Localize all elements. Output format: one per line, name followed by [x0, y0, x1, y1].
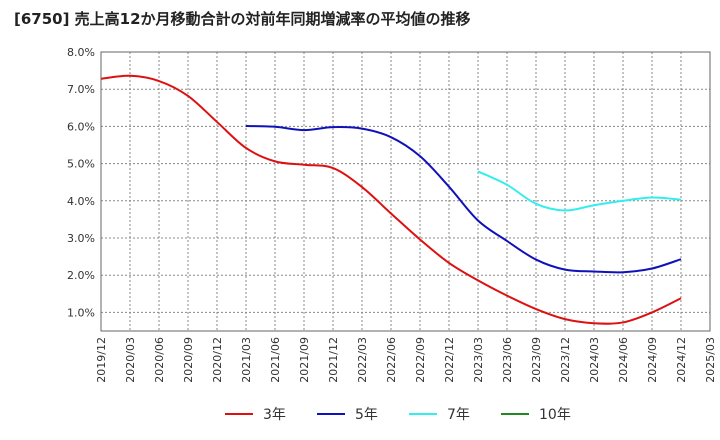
- x-tick-label: 2020/06: [153, 337, 166, 383]
- x-tick-label: 2019/12: [95, 337, 108, 383]
- legend-label-4: 10年: [539, 407, 571, 423]
- y-tick-label: 4.0%: [67, 195, 95, 208]
- x-tick-label: 2020/03: [124, 337, 137, 383]
- chart-title: [6750] 売上高12か月移動合計の対前年同期増減率の平均値の推移: [14, 10, 471, 28]
- x-tick-label: 2024/09: [646, 337, 659, 383]
- legend-label-3: 7年: [447, 407, 470, 423]
- x-tick-label: 2025/03: [704, 337, 717, 383]
- x-tick-label: 2022/09: [414, 337, 427, 383]
- x-tick-label: 2024/12: [675, 337, 688, 383]
- x-tick-label: 2021/06: [269, 337, 282, 383]
- grid-layer: [100, 51, 711, 331]
- series-line-1: [100, 74, 682, 325]
- x-tick-label: 2023/06: [501, 337, 514, 383]
- y-tick-label: 3.0%: [67, 232, 95, 245]
- x-tick-label: 2023/03: [472, 337, 485, 383]
- x-tick-label: 2022/12: [443, 337, 456, 383]
- x-tick-label: 2024/03: [588, 337, 601, 383]
- axis-layer: 1.0% 2.0% 3.0% 4.0% 5.0% 6.0% 7.0% 8.0% 2019/12 2…: [67, 46, 717, 383]
- x-tick-label: 2023/12: [559, 337, 572, 383]
- y-tick-label: 6.0%: [67, 120, 95, 133]
- series-line-3: [477, 170, 682, 212]
- x-tick-label: 2022/06: [385, 337, 398, 383]
- x-tick-label: 2024/06: [617, 337, 630, 383]
- x-tick-label: 2021/12: [327, 337, 340, 383]
- x-tick-label: 2021/09: [298, 337, 311, 383]
- x-tick-label: 2023/09: [530, 337, 543, 383]
- y-tick-label: 7.0%: [67, 83, 95, 96]
- x-tick-label: 2021/03: [240, 337, 253, 383]
- series-line-2: [245, 125, 682, 274]
- y-tick-label: 8.0%: [67, 46, 95, 59]
- plot-frame: [100, 51, 711, 332]
- series-layer: [100, 74, 682, 325]
- legend: 3年 5年 7年 10年: [225, 407, 571, 423]
- legend-label-2: 5年: [355, 407, 378, 423]
- y-tick-label: 5.0%: [67, 158, 95, 171]
- x-tick-label: 2020/09: [182, 337, 195, 383]
- x-tick-label: 2020/12: [211, 337, 224, 383]
- legend-label-1: 3年: [263, 407, 286, 423]
- y-tick-label: 2.0%: [67, 269, 95, 282]
- x-tick-label: 2022/03: [356, 337, 369, 383]
- y-tick-label: 1.0%: [67, 306, 95, 319]
